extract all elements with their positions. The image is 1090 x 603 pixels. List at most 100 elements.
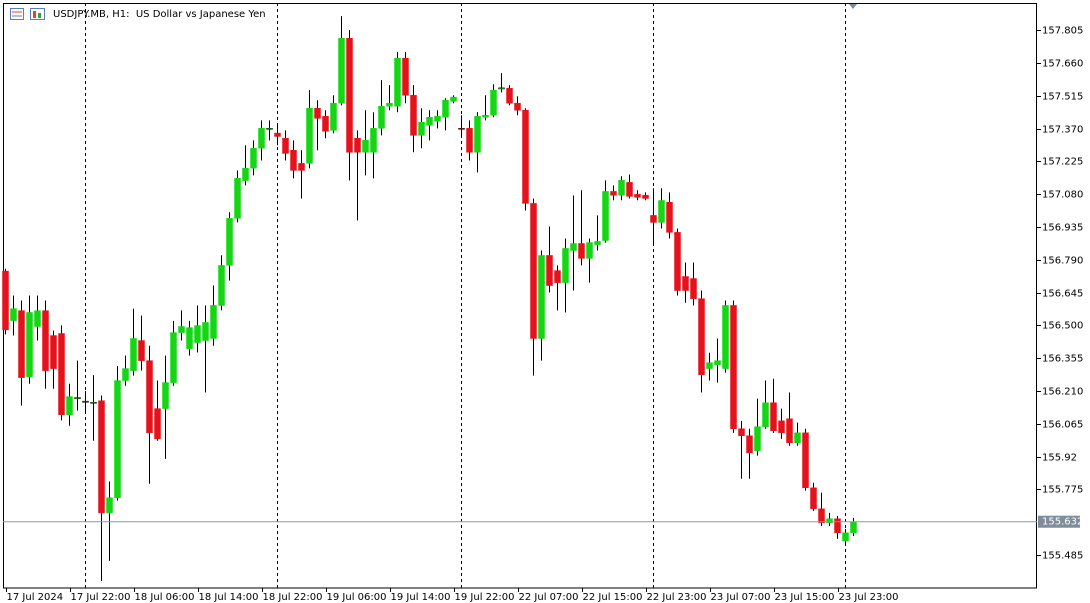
candle-body bbox=[818, 508, 825, 524]
candle-body bbox=[834, 518, 841, 534]
x-tick-label: 22 Jul 23:00 bbox=[647, 592, 707, 603]
candle-body bbox=[18, 310, 25, 378]
candle-body bbox=[218, 265, 225, 306]
y-tick-label: 157.515 bbox=[1042, 92, 1083, 103]
candle-body bbox=[682, 276, 689, 291]
candle-body bbox=[330, 102, 337, 131]
y-tick-label: 157.370 bbox=[1042, 125, 1083, 136]
candle-body bbox=[530, 203, 537, 339]
candle-body bbox=[394, 57, 401, 107]
candle-body bbox=[578, 243, 585, 259]
candle-body bbox=[106, 497, 113, 514]
candle-body bbox=[810, 487, 817, 510]
candle-body bbox=[50, 335, 57, 369]
candle-body bbox=[386, 102, 393, 107]
y-tick-label: 157.805 bbox=[1042, 26, 1083, 37]
candle-body bbox=[842, 532, 849, 542]
candle-body bbox=[314, 107, 321, 119]
candle-body bbox=[194, 325, 201, 343]
candle-body bbox=[594, 241, 601, 245]
candle-body bbox=[298, 163, 305, 171]
candle-body bbox=[610, 191, 617, 196]
candle-body bbox=[522, 109, 529, 204]
candle-body bbox=[658, 200, 665, 223]
candle-body bbox=[746, 435, 753, 453]
candle-body bbox=[426, 116, 433, 126]
y-tick-label: 155.485 bbox=[1042, 551, 1083, 562]
candle-body bbox=[66, 396, 73, 415]
candle-body bbox=[602, 191, 609, 241]
candle-body bbox=[122, 368, 129, 381]
candle-body bbox=[514, 102, 521, 111]
candle-body bbox=[2, 270, 9, 331]
icon-bar bbox=[33, 11, 36, 18]
candle-body bbox=[722, 305, 729, 369]
candle-body bbox=[714, 360, 721, 365]
y-tick-label: 156.355 bbox=[1042, 354, 1083, 365]
candle-body bbox=[58, 333, 65, 415]
candle-body bbox=[674, 232, 681, 291]
x-tick-label: 22 Jul 15:00 bbox=[583, 592, 643, 603]
candle-body bbox=[10, 308, 17, 321]
candle-body bbox=[538, 255, 545, 339]
y-tick-label: 156.645 bbox=[1042, 289, 1083, 300]
candle-body bbox=[378, 105, 385, 129]
candle-body bbox=[82, 400, 89, 403]
y-tick-label: 156.210 bbox=[1042, 387, 1083, 398]
candle-body bbox=[506, 88, 513, 104]
candle-body bbox=[586, 242, 593, 259]
icon-list bbox=[10, 8, 24, 20]
x-tick-label: 19 Jul 14:00 bbox=[391, 592, 451, 603]
candle-body bbox=[730, 305, 737, 429]
candle-body bbox=[154, 408, 161, 440]
candle-body bbox=[322, 116, 329, 132]
candle-body bbox=[170, 332, 177, 383]
candle-body bbox=[490, 89, 497, 116]
x-tick-label: 23 Jul 07:00 bbox=[711, 592, 771, 603]
y-tick-label: 157.660 bbox=[1042, 59, 1083, 70]
candle-body bbox=[74, 397, 81, 399]
candle-body bbox=[90, 402, 97, 404]
x-tick-label: 23 Jul 23:00 bbox=[839, 592, 899, 603]
candle-body bbox=[554, 270, 561, 283]
y-tick-label: 156.500 bbox=[1042, 321, 1083, 332]
x-tick-label: 18 Jul 14:00 bbox=[199, 592, 259, 603]
candle-body bbox=[418, 121, 425, 136]
symbol-icons bbox=[10, 8, 45, 20]
candle-body bbox=[786, 418, 793, 444]
candle-body bbox=[634, 194, 641, 198]
candle-body bbox=[546, 255, 553, 286]
candle-body bbox=[346, 38, 353, 153]
candle-body bbox=[186, 327, 193, 349]
candle-body bbox=[562, 248, 569, 283]
candle-body bbox=[402, 57, 409, 96]
x-tick-label: 18 Jul 06:00 bbox=[135, 592, 195, 603]
chart-title: USDJPY.MB, H1: US Dollar vs Japanese Yen bbox=[53, 9, 266, 20]
candle-body bbox=[178, 326, 185, 333]
candle-body bbox=[202, 322, 209, 341]
icon-chart bbox=[30, 8, 45, 20]
candle-body bbox=[210, 305, 217, 339]
y-tick-label: 155.775 bbox=[1042, 485, 1083, 496]
x-tick-label: 18 Jul 22:00 bbox=[263, 592, 323, 603]
candle-body bbox=[570, 243, 577, 251]
candle-body bbox=[690, 278, 697, 299]
x-tick-label: 23 Jul 15:00 bbox=[775, 592, 835, 603]
candle-body bbox=[458, 128, 465, 130]
candle-body bbox=[130, 338, 137, 371]
icon-bar bbox=[38, 13, 41, 18]
candle-body bbox=[338, 38, 345, 104]
candle-body bbox=[450, 96, 457, 102]
candle-body bbox=[250, 147, 257, 169]
candle-body bbox=[802, 432, 809, 489]
candle-body bbox=[138, 340, 145, 361]
candle-body bbox=[706, 362, 713, 369]
last-price-box bbox=[1038, 515, 1080, 528]
candle-body bbox=[146, 360, 153, 434]
candle-body bbox=[234, 178, 241, 219]
candle-body bbox=[642, 195, 649, 199]
candle-body bbox=[738, 428, 745, 437]
candle-body bbox=[778, 420, 785, 434]
